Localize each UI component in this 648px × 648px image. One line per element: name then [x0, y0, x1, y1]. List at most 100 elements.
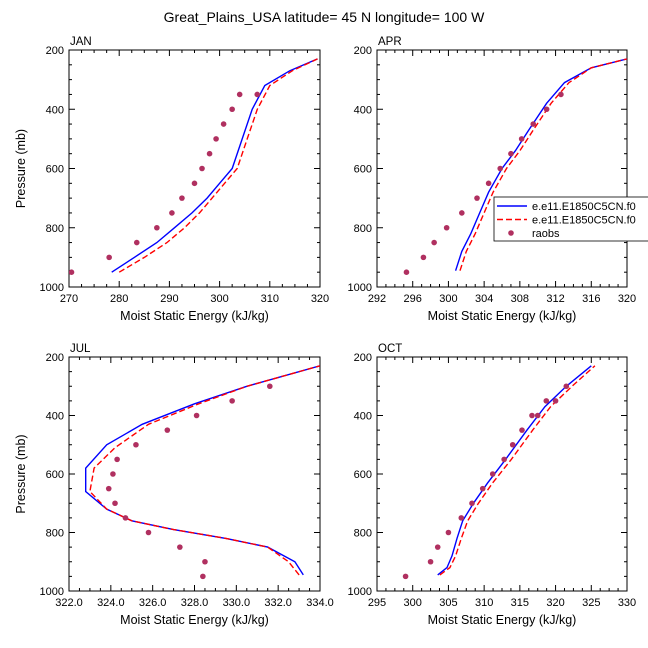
panel-apr: 292 296 300 304 308 312 316 320 200 400 600 800 1000…: [348, 36, 637, 323]
raobs-point: [501, 456, 507, 463]
x-tick-label: 322.0: [55, 597, 83, 609]
legend-marker: [508, 230, 514, 236]
dashed-series-line: [89, 365, 320, 576]
x-tick-label: 326.0: [139, 597, 167, 609]
y-tick-label: 400: [354, 104, 372, 116]
raobs-point: [434, 544, 441, 550]
panel-title: JUL: [70, 343, 91, 355]
main-title: Great_Plains_USA latitude= 45 N longitud…: [164, 9, 485, 25]
raobs-point: [106, 254, 112, 261]
x-tick-label: 328.0: [181, 597, 209, 609]
raobs-point: [164, 427, 171, 433]
x-tick-label: 270: [60, 293, 78, 305]
raobs-point: [145, 529, 152, 536]
raobs-point: [459, 210, 465, 216]
raobs-point: [403, 269, 410, 275]
panels: 270 280 290 300 310 320 200 400 600 800 1000 JAN Moi…: [14, 36, 636, 627]
y-tick-label: 1000: [40, 282, 64, 294]
x-tick-label: 316: [582, 293, 600, 305]
x-tick-label: 330.0: [223, 597, 251, 609]
solid-series-line: [454, 58, 627, 271]
raobs-point: [519, 427, 525, 433]
series-group: [84, 365, 320, 580]
series-group: [403, 58, 627, 275]
raobs-point: [420, 254, 427, 261]
y-tick-label: 400: [46, 411, 64, 423]
raobs-point: [402, 573, 409, 580]
x-tick-label: 305: [439, 597, 457, 609]
raobs-point: [200, 573, 206, 580]
panel-jul: 322.0 324.0 326.0 328.0 330.0 332.0 334.0 200 40…: [14, 343, 334, 627]
raobs-point: [534, 412, 541, 419]
y-tick-label: 200: [354, 45, 372, 57]
panel-title: JAN: [70, 36, 92, 48]
legend-label: e.e11.E1850C5CN.f0: [532, 201, 636, 213]
y-tick-label: 1000: [348, 586, 372, 598]
raobs-point: [114, 456, 120, 463]
raobs-point: [509, 441, 516, 448]
raobs-point: [427, 558, 434, 565]
x-axis-title: Moist Static Energy (kJ/kg): [120, 613, 269, 627]
raobs-point: [133, 441, 139, 448]
y-axis-title: Pressure (mb): [14, 434, 28, 513]
raobs-point: [254, 91, 261, 98]
x-axis-title: Moist Static Energy (kJ/kg): [428, 613, 577, 627]
raobs-point: [202, 558, 208, 565]
y-tick-label: 1000: [40, 586, 64, 598]
raobs-point: [469, 500, 475, 507]
panel-title: APR: [378, 36, 402, 48]
y-tick-label: 600: [354, 164, 372, 176]
raobs-point: [474, 195, 480, 201]
raobs-point: [122, 515, 129, 521]
dashed-series-line: [118, 58, 318, 273]
raobs-point: [497, 165, 504, 172]
x-tick-label: 320: [618, 293, 636, 305]
raobs-point: [529, 412, 535, 419]
raobs-point: [199, 165, 205, 172]
raobs-point: [169, 210, 175, 216]
legend-label: e.e11.E1850C5CN.f0: [532, 215, 636, 227]
series-group: [402, 365, 596, 580]
x-tick-label: 320: [546, 597, 564, 609]
x-tick-label: 334.0: [306, 597, 334, 609]
panel-title: OCT: [378, 343, 402, 355]
plot-frame: [68, 356, 321, 592]
raobs-point: [485, 180, 492, 187]
x-tick-label: 312: [546, 293, 564, 305]
x-tick-label: 308: [511, 293, 529, 305]
raobs-point: [193, 412, 200, 419]
raobs-point: [267, 383, 273, 390]
x-tick-label: 300: [404, 597, 422, 609]
x-tick-label: 296: [404, 293, 422, 305]
x-tick-label: 292: [368, 293, 386, 305]
raobs-point: [518, 136, 525, 142]
solid-series-line: [111, 58, 318, 273]
x-tick-label: 320: [311, 293, 329, 305]
raobs-point: [69, 269, 75, 275]
raobs-point: [177, 544, 183, 550]
raobs-point: [206, 150, 213, 157]
raobs-point: [133, 239, 140, 246]
raobs-point: [105, 485, 112, 492]
raobs-point: [220, 121, 227, 127]
x-tick-label: 332.0: [264, 597, 292, 609]
raobs-point: [213, 136, 219, 142]
raobs-point: [154, 224, 160, 231]
raobs-point: [543, 398, 550, 404]
raobs-point: [229, 106, 235, 113]
x-tick-label: 300: [210, 293, 228, 305]
legend: e.e11.E1850C5CN.f0e.e11.E1850C5CN.f0raob…: [493, 196, 648, 242]
x-tick-label: 330: [618, 597, 636, 609]
raobs-point: [552, 398, 559, 404]
dashed-series-line: [439, 365, 596, 576]
x-tick-label: 300: [439, 293, 457, 305]
x-axis-title: Moist Static Energy (kJ/kg): [120, 309, 269, 323]
panel-oct: 295 300 305 310 315 320 325 330 200 400 600 800 1000…: [348, 343, 637, 627]
y-tick-label: 800: [46, 223, 64, 235]
raobs-point: [508, 150, 514, 157]
raobs-point: [445, 529, 452, 536]
raobs-point: [443, 224, 450, 231]
y-tick-label: 400: [354, 411, 372, 423]
y-tick-label: 400: [46, 104, 64, 116]
x-tick-label: 310: [261, 293, 279, 305]
